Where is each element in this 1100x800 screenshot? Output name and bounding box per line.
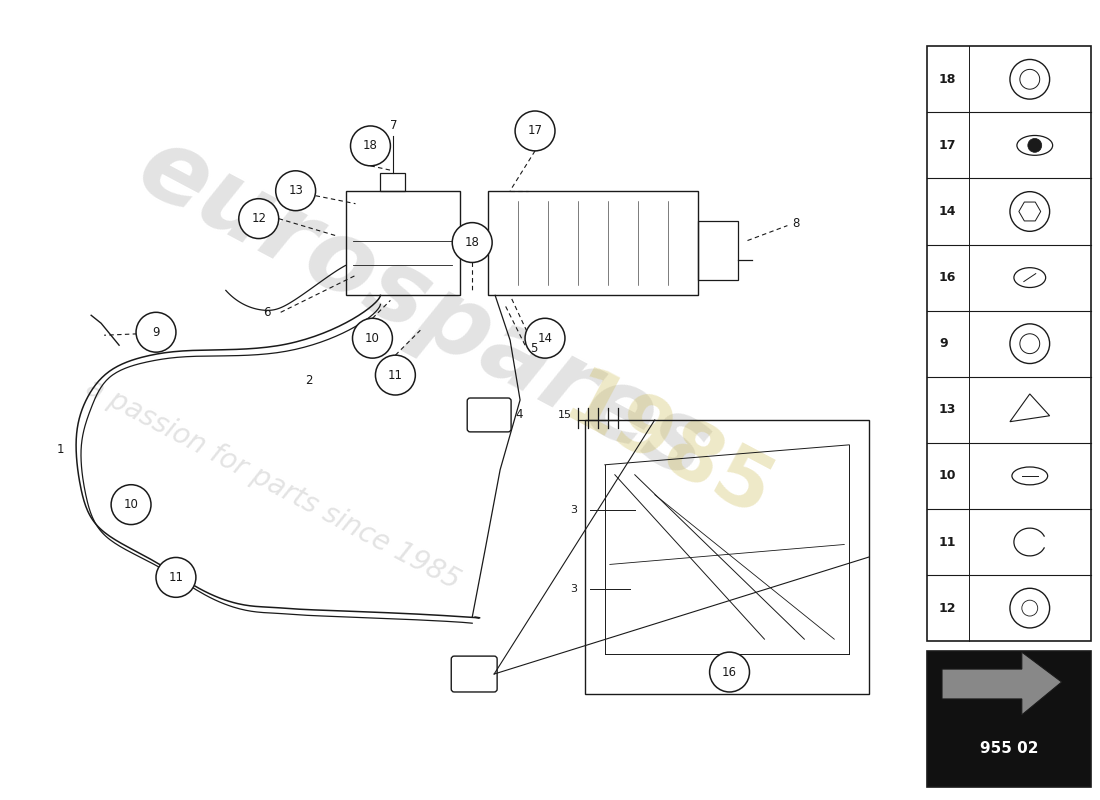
Text: 10: 10 [939,470,957,482]
Bar [585,420,869,694]
Text: 17: 17 [939,139,957,152]
Circle shape [352,318,393,358]
Circle shape [710,652,749,692]
Bar [927,651,1090,786]
Bar [697,221,737,281]
Text: 3: 3 [570,584,576,594]
Text: 11: 11 [168,571,184,584]
Text: 1985: 1985 [550,362,784,537]
Text: 17: 17 [528,125,542,138]
Text: 14: 14 [939,205,957,218]
Text: 3: 3 [570,505,576,514]
Circle shape [452,222,492,262]
Text: 10: 10 [365,332,380,345]
Text: 13: 13 [939,403,956,416]
Circle shape [1027,138,1042,152]
Circle shape [351,126,390,166]
Text: 7: 7 [389,119,397,133]
Text: 11: 11 [939,535,957,549]
Circle shape [525,318,565,358]
Text: 2: 2 [306,374,313,386]
Text: 18: 18 [939,73,956,86]
Bar [345,190,460,295]
Text: 8: 8 [792,217,800,230]
Text: 5: 5 [530,342,538,354]
Circle shape [111,485,151,525]
Text: 15: 15 [558,410,572,420]
Text: 955 02: 955 02 [980,742,1038,756]
Circle shape [239,198,278,238]
Circle shape [515,111,556,151]
Polygon shape [942,652,1062,715]
Circle shape [156,558,196,598]
Text: 14: 14 [538,332,552,345]
Circle shape [276,170,316,210]
Circle shape [375,355,416,395]
Text: 9: 9 [152,326,160,338]
Circle shape [136,312,176,352]
Text: 13: 13 [288,184,304,198]
Bar [381,173,406,190]
Text: 16: 16 [939,271,956,284]
Text: 18: 18 [363,139,378,152]
Text: 10: 10 [123,498,139,511]
Text: 12: 12 [939,602,957,614]
Text: 12: 12 [251,212,266,225]
Bar [488,190,697,295]
Text: eurospares: eurospares [121,118,725,501]
Text: 9: 9 [939,337,947,350]
Text: 6: 6 [263,306,271,319]
Text: 16: 16 [722,666,737,678]
Text: 11: 11 [388,369,403,382]
Text: 1: 1 [56,443,64,456]
Text: 4: 4 [515,409,522,422]
Text: a passion for parts since 1985: a passion for parts since 1985 [81,374,465,595]
Bar [927,46,1090,641]
Text: 18: 18 [465,236,480,249]
